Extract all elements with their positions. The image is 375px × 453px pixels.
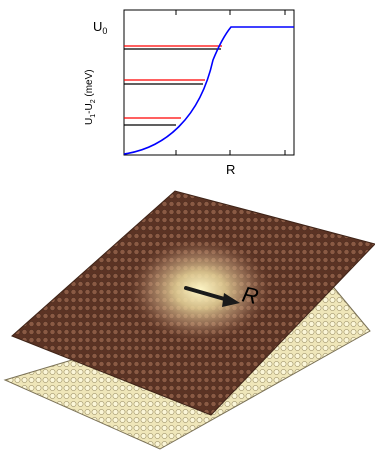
y-axis-label: U1-U2 (meV) <box>84 69 97 125</box>
displacement-arrow <box>184 286 240 307</box>
u0-label: U0 <box>93 19 107 36</box>
plot-ticks <box>175 10 286 155</box>
plot-frame <box>123 9 295 156</box>
potential-plot: U0 U1-U2 (meV) R <box>84 9 295 177</box>
vector-label: R <box>240 281 261 309</box>
potential-curve <box>123 26 294 155</box>
energy-levels <box>124 45 222 126</box>
x-axis-label: R <box>226 162 235 177</box>
bilayer-illustration: R <box>3 190 375 450</box>
